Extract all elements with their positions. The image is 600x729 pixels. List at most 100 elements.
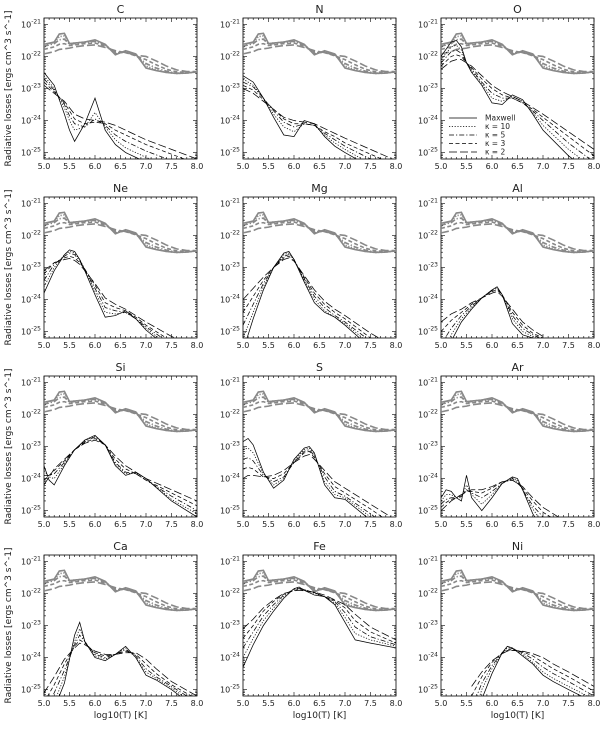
y-tick-label: 10-25 <box>418 505 438 516</box>
x-tick-label: 7.5 <box>562 162 575 171</box>
element-line-kappa-2 <box>471 650 594 687</box>
x-tick-label: 5.5 <box>262 162 275 171</box>
x-tick-label: 5.0 <box>237 162 250 171</box>
element-line-kappa-2 <box>441 479 560 517</box>
series-group <box>44 569 197 696</box>
element-line-kappa-5 <box>243 81 372 159</box>
total-line-kappa-5 <box>44 38 197 74</box>
x-tick-label: 6.0 <box>89 341 102 350</box>
element-line-kappa-3 <box>44 438 197 507</box>
y-tick-label: 10-21 <box>418 18 438 29</box>
y-tick-label: 10-21 <box>220 18 240 29</box>
total-line-kappa-3 <box>44 400 197 432</box>
y-tick-label: 10-22 <box>418 587 438 598</box>
y-axis-label: Radiative losses [ergs cm^3 s^-1] <box>4 11 14 167</box>
y-tick-label: 10-22 <box>220 587 240 598</box>
y-tick-label: 10-23 <box>418 620 438 631</box>
total-line-kappa-10 <box>243 35 396 75</box>
panel-title-ni: Ni <box>512 540 523 553</box>
x-tick-label: 5.5 <box>460 341 473 350</box>
total-line-kappa-10 <box>243 572 396 612</box>
x-tick-label: 5.5 <box>262 699 275 708</box>
y-tick-label: 10-21 <box>21 197 41 208</box>
panel-title-s: S <box>316 361 323 374</box>
x-tick-label: 5.0 <box>435 520 448 529</box>
panel-title-si: Si <box>115 361 125 374</box>
total-line-kappa-3 <box>243 221 396 253</box>
series-group <box>44 211 197 338</box>
x-tick-label: 7.5 <box>364 699 377 708</box>
x-tick-label: 7.0 <box>339 162 352 171</box>
x-tick-label: 6.0 <box>288 341 301 350</box>
y-tick-label: 10-24 <box>418 473 438 484</box>
element-line-kappa-3 <box>44 255 168 338</box>
element-line-kappa-5 <box>243 588 396 649</box>
x-tick-label: 7.0 <box>537 699 550 708</box>
element-line-maxwell <box>246 251 361 338</box>
x-tick-label: 8.0 <box>588 699 600 708</box>
y-tick-label: 10-23 <box>21 620 41 631</box>
x-tick-label: 7.5 <box>165 699 178 708</box>
series-group <box>44 32 197 159</box>
element-line-maxwell <box>44 249 157 338</box>
y-tick-label: 10-24 <box>21 473 41 484</box>
total-line-kappa-2 <box>44 44 197 73</box>
y-tick-label: 10-21 <box>21 376 41 387</box>
element-line-kappa-10 <box>441 477 539 517</box>
x-tick-label: 5.0 <box>237 520 250 529</box>
panel-title-ar: Ar <box>511 361 524 374</box>
y-tick-label: 10-25 <box>418 147 438 158</box>
element-line-kappa-10 <box>44 251 160 338</box>
x-axis-label: log10(T) [K] <box>94 711 147 721</box>
y-tick-label: 10-25 <box>418 684 438 695</box>
panel-fe: Fe 5.0 5.5 6.0 6.5 7.0 7.5 8.0 10-21 10-22 10-23 10… <box>220 540 402 721</box>
y-tick-label: 10-21 <box>220 197 240 208</box>
total-line-kappa-2 <box>441 44 594 73</box>
element-line-kappa-3 <box>44 81 186 159</box>
element-line-kappa-2 <box>243 454 392 517</box>
x-tick-label: 8.0 <box>588 341 600 350</box>
y-tick-label: 10-21 <box>418 555 438 566</box>
panel-mg: Mg 5.0 5.5 6.0 6.5 7.0 7.5 8.0 10-21 10-22 10-23 10… <box>220 182 402 350</box>
panel-s: S 5.0 5.5 6.0 6.5 7.0 7.5 8.0 10-21 10-22 10-23 10-… <box>220 361 402 529</box>
total-line-kappa-3 <box>243 400 396 432</box>
y-tick-label: 10-24 <box>220 115 240 126</box>
total-line-kappa-10 <box>243 214 396 254</box>
total-line-kappa-5 <box>243 575 396 611</box>
y-tick-label: 10-21 <box>220 376 240 387</box>
x-tick-label: 5.0 <box>38 341 51 350</box>
y-tick-label: 10-25 <box>21 147 41 158</box>
element-line-kappa-3 <box>243 589 396 644</box>
y-tick-label: 10-24 <box>418 652 438 663</box>
x-tick-label: 7.0 <box>140 699 153 708</box>
panel-ca: Ca 5.0 5.5 6.0 6.5 7.0 7.5 8.0 10-21 10-22 10-23 10… <box>4 540 203 721</box>
x-tick-label: 8.0 <box>390 699 403 708</box>
x-tick-label: 5.5 <box>262 520 275 529</box>
panel-grid: C 5.0 5.5 6.0 6.5 7.0 7.5 8.0 10-21 10-22 10-23 10-… <box>4 3 600 721</box>
element-line-maxwell <box>44 72 141 159</box>
y-tick-label: 10-23 <box>418 262 438 273</box>
total-line-kappa-3 <box>441 579 594 611</box>
x-tick-label: 8.0 <box>588 162 600 171</box>
y-tick-label: 10-22 <box>418 408 438 419</box>
series-group <box>441 390 594 517</box>
element-line-kappa-3 <box>441 289 544 338</box>
panel-title-al: Al <box>512 182 523 195</box>
total-line-kappa-10 <box>44 214 197 254</box>
panel-title-o: O <box>513 3 522 16</box>
panel-ni: Ni 5.0 5.5 6.0 6.5 7.0 7.5 8.0 10-21 10-22 10-23 10… <box>418 540 600 721</box>
x-tick-label: 6.5 <box>511 162 524 171</box>
element-line-kappa-2 <box>44 439 197 502</box>
x-tick-label: 7.5 <box>562 699 575 708</box>
element-line-kappa-10 <box>56 627 184 696</box>
total-line-kappa-2 <box>44 581 197 610</box>
element-line-kappa-3 <box>243 450 383 517</box>
x-tick-label: 8.0 <box>191 341 204 350</box>
y-tick-label: 10-24 <box>21 115 41 126</box>
y-tick-label: 10-25 <box>21 684 41 695</box>
legend-label: κ = 5 <box>485 131 505 140</box>
x-tick-label: 7.5 <box>165 341 178 350</box>
total-line-kappa-3 <box>441 221 594 253</box>
x-tick-label: 6.5 <box>313 699 326 708</box>
